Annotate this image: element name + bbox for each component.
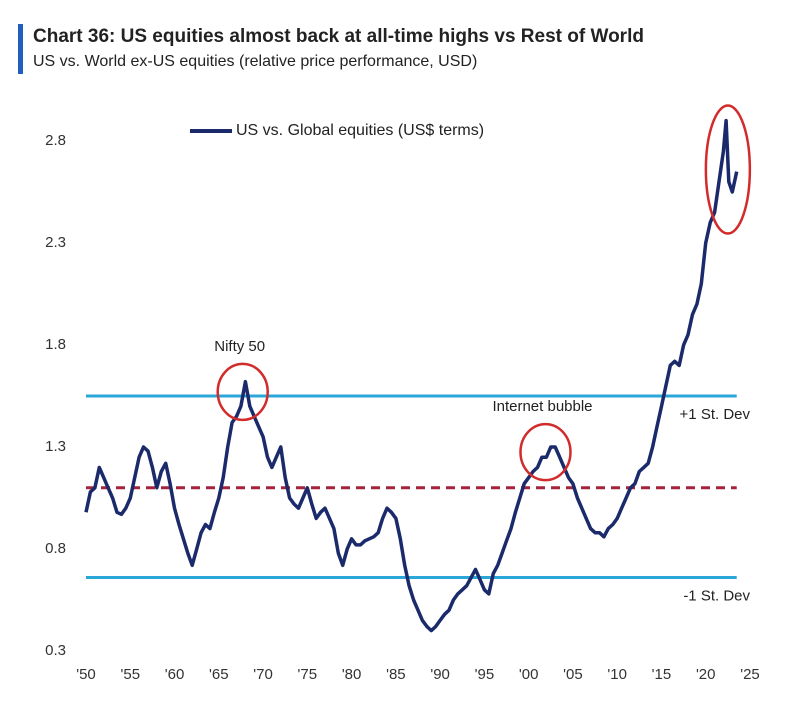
data-line — [84, 118, 739, 633]
x-tick-label: '10 — [607, 666, 627, 683]
x-tick-label: '20 — [696, 666, 716, 683]
x-tick-label: '85 — [386, 666, 406, 683]
y-tick-label: 1.3 — [45, 438, 66, 455]
x-tick-label: '50 — [76, 666, 96, 683]
reference-label: +1 St. Dev — [680, 406, 751, 423]
title-accent — [18, 24, 23, 74]
y-tick-label: 2.3 — [45, 234, 66, 251]
x-tick-label: '00 — [519, 666, 539, 683]
x-tick-label: '55 — [120, 666, 140, 683]
annotation-text: Internet bubble — [492, 398, 592, 415]
y-tick-label: 0.3 — [45, 642, 66, 659]
annotation-circle — [519, 422, 572, 482]
x-tick-label: '80 — [342, 666, 362, 683]
annotation-text: Nifty 50 — [214, 338, 265, 355]
y-tick-label: 0.8 — [45, 540, 66, 557]
x-tick-label: '90 — [430, 666, 450, 683]
x-tick-label: '05 — [563, 666, 583, 683]
x-tick-label: '95 — [475, 666, 495, 683]
legend-label: US vs. Global equities (US$ terms) — [236, 122, 484, 139]
annotation-circle — [704, 104, 752, 235]
x-tick-label: '75 — [298, 666, 318, 683]
reference-label: -1 St. Dev — [683, 588, 750, 605]
x-tick-label: '65 — [209, 666, 229, 683]
x-tick-label: '60 — [165, 666, 185, 683]
chart-title: Chart 36: US equities almost back at all… — [33, 26, 644, 47]
x-tick-label: '70 — [253, 666, 273, 683]
y-tick-label: 1.8 — [45, 336, 66, 353]
x-tick-label: '15 — [652, 666, 672, 683]
chart-subtitle: US vs. World ex-US equities (relative pr… — [33, 53, 477, 70]
annotation-circle — [216, 362, 269, 422]
y-tick-label: 2.8 — [45, 132, 66, 149]
x-tick-label: '25 — [740, 666, 760, 683]
